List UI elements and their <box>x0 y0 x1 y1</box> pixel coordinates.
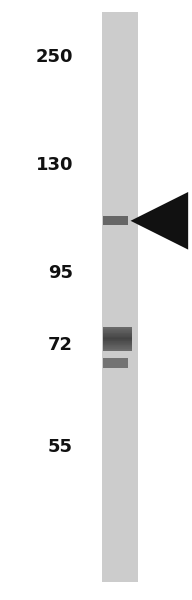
Bar <box>103 343 132 344</box>
Bar <box>103 331 132 332</box>
Bar <box>103 347 132 348</box>
Polygon shape <box>131 192 188 250</box>
Text: 130: 130 <box>36 156 73 174</box>
Bar <box>103 341 132 342</box>
Bar <box>103 348 132 349</box>
Bar <box>103 337 132 338</box>
Bar <box>103 346 132 347</box>
Bar <box>103 339 132 340</box>
Bar <box>103 350 132 351</box>
Text: 55: 55 <box>48 438 73 456</box>
Bar <box>103 334 132 335</box>
Bar <box>103 335 132 336</box>
Bar <box>103 338 132 339</box>
Bar <box>103 216 128 225</box>
Text: 95: 95 <box>48 264 73 282</box>
Bar <box>102 12 138 582</box>
Bar <box>103 327 132 328</box>
Bar <box>103 330 132 331</box>
Bar <box>103 336 132 337</box>
Bar <box>103 349 132 350</box>
Bar <box>103 344 132 346</box>
Text: 250: 250 <box>36 48 73 66</box>
Bar <box>103 328 132 329</box>
Bar <box>103 358 128 368</box>
Bar <box>103 342 132 343</box>
Bar <box>103 340 132 341</box>
Bar <box>103 329 132 330</box>
Bar <box>103 332 132 334</box>
Text: 72: 72 <box>48 336 73 354</box>
